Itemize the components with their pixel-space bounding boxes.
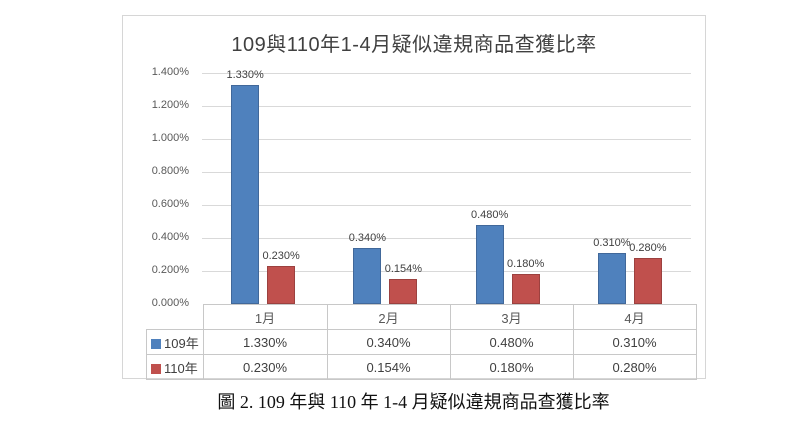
gridline — [202, 139, 691, 140]
bar-110年 — [389, 278, 418, 304]
legend-swatch-110年 — [151, 363, 161, 374]
bar-110年 — [511, 274, 540, 304]
gridline — [202, 205, 691, 206]
figure-caption: 圖 2. 109 年與 110 年 1-4 月疑似違規商品查獲比率 — [217, 392, 610, 412]
plot-area: 1.330% 0.340% 0.480% 0.310% 0.230% 0.154% 0.18… — [202, 69, 691, 304]
table-value-cell: 0.340% — [326, 329, 451, 355]
bar-109年 — [597, 252, 626, 304]
y-axis-tick-label: 0.200% — [151, 264, 189, 276]
table-series-row: 109年 1.330% 0.340% 0.480% 0.310% — [146, 329, 697, 355]
bar-value-label: 0.340% — [348, 231, 387, 244]
table-month-cell: 2月 — [326, 304, 451, 330]
chart-title: 109與110年1-4月疑似違規商品查獲比率 — [231, 34, 597, 56]
table-value-cell: 0.230% — [202, 354, 328, 380]
legend-label: 109年 — [164, 335, 199, 351]
bar-value-label: 0.154% — [384, 262, 423, 275]
bar-value-label: 1.330% — [226, 68, 264, 81]
bar-110年 — [633, 257, 662, 304]
legend-label: 110年 — [164, 360, 198, 376]
table-value-cell: 0.310% — [572, 329, 697, 355]
bar-109年 — [353, 247, 382, 304]
bar-value-label: 0.480% — [470, 208, 509, 221]
table-month-cell: 3月 — [449, 304, 574, 330]
chart-data-table: 1月 2月 3月 4月 109年 1.330% 0.340% 0.480% 0.310% 110年… — [146, 304, 697, 380]
bar-109年 — [231, 84, 260, 304]
y-axis-tick-label: 0.800% — [151, 165, 189, 177]
y-axis-tick-label: 1.400% — [151, 66, 189, 78]
bar-110年 — [267, 266, 296, 304]
y-axis-tick-label: 1.200% — [151, 99, 189, 111]
gridline — [202, 271, 691, 272]
legend-cell: 110年 — [146, 354, 204, 380]
y-axis-tick-label: 0.400% — [151, 231, 189, 243]
table-value-cell: 0.154% — [326, 354, 451, 380]
table-header-row: 1月 2月 3月 4月 — [147, 304, 697, 330]
chart-area: 109與110年1-4月疑似違規商品查獲比率 1.330% 0.340% 0.480… — [122, 15, 706, 380]
bar-value-label: 0.230% — [262, 250, 300, 263]
table-month-cell: 4月 — [572, 304, 697, 330]
y-axis-tick-label: 1.000% — [151, 132, 189, 144]
table-value-cell: 0.180% — [449, 354, 574, 380]
bar-value-label: 0.310% — [593, 236, 631, 249]
y-axis-tick-label: 0.000% — [151, 297, 189, 309]
table-value-cell: 0.480% — [449, 329, 574, 355]
table-series-row: 110年 0.230% 0.154% 0.180% 0.280% — [146, 354, 697, 380]
y-axis-tick-label: 0.600% — [151, 198, 189, 210]
table-value-cell: 1.330% — [202, 329, 328, 355]
bar-109年 — [475, 224, 504, 304]
legend-cell: 109年 — [146, 329, 204, 355]
legend-swatch-109年 — [151, 338, 161, 349]
gridline — [202, 238, 691, 239]
bar-value-label: 0.280% — [629, 241, 667, 254]
table-month-cell: 1月 — [202, 304, 328, 330]
gridline — [202, 172, 691, 173]
chart-data-table-body: 1月 2月 3月 4月 109年 1.330% 0.340% 0.480% 0.310% 110年… — [146, 304, 697, 380]
gridline — [202, 73, 691, 74]
gridline — [202, 106, 691, 107]
table-value-cell: 0.280% — [572, 354, 697, 380]
bar-value-label: 0.180% — [506, 258, 545, 271]
